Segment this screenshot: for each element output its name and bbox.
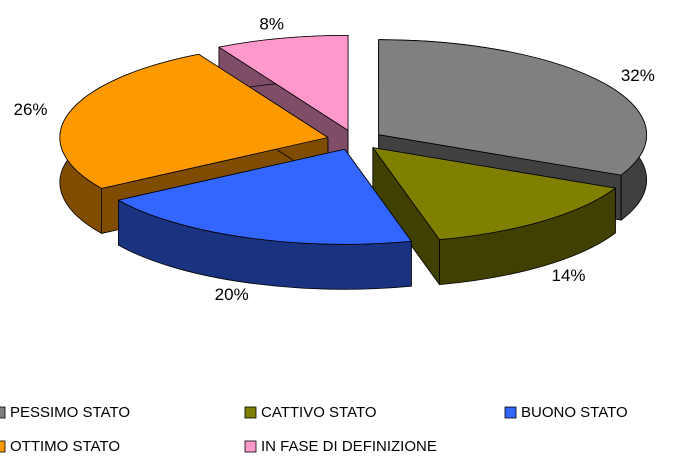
- legend-swatch: [504, 406, 517, 419]
- data-label: 14%: [552, 266, 586, 285]
- slice: [59, 53, 329, 189]
- data-label: 26%: [14, 100, 48, 119]
- legend-label: BUONO STATO: [521, 404, 628, 421]
- slice: [218, 34, 349, 131]
- slice: [378, 39, 648, 176]
- legend-label: IN FASE DI DEFINIZIONE: [261, 438, 437, 455]
- data-label: 8%: [259, 14, 284, 33]
- data-label: 32%: [621, 66, 655, 85]
- legend-swatch: [244, 440, 257, 453]
- slice: [372, 147, 616, 241]
- slice: [372, 147, 616, 286]
- slice: [118, 148, 412, 245]
- legend-swatch: [244, 406, 257, 419]
- legend-label: CATTIVO STATO: [261, 404, 377, 421]
- slice: [118, 148, 412, 290]
- legend-label: OTTIMO STATO: [10, 438, 120, 455]
- legend-swatch: [0, 440, 6, 453]
- legend-swatch: [0, 406, 6, 419]
- data-label: 20%: [215, 285, 249, 304]
- legend-label: PESSIMO STATO: [10, 404, 130, 421]
